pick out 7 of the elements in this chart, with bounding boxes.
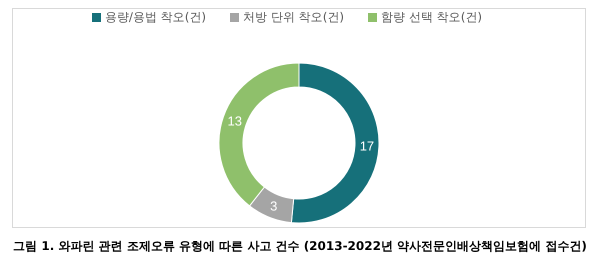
- data-label: 13: [228, 113, 242, 128]
- legend-label: 함량 선택 착오(건): [381, 10, 482, 24]
- data-label: 3: [270, 198, 278, 214]
- legend-label: 처방 단위 착오(건): [243, 10, 344, 24]
- legend-label: 용량/용법 착오(건): [104, 10, 206, 24]
- data-label: 17: [360, 138, 374, 154]
- caption: 그림 1. 와파린 관련 조제오류 유형에 따른 사고 건수 (2013-2022년 약사전문인배상책임보험에 접수건): [12, 238, 588, 255]
